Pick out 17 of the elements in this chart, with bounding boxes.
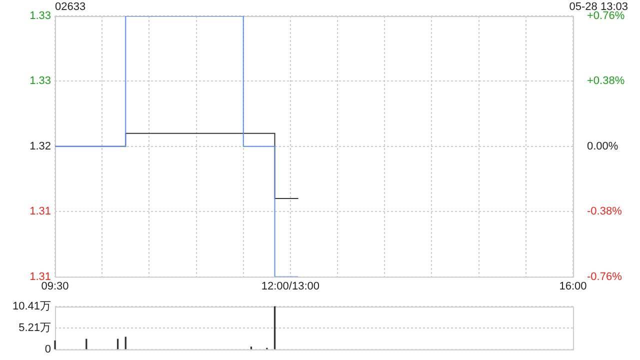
y2-tick-label: -0.76% xyxy=(587,270,622,283)
y2-tick-label: 0.00% xyxy=(587,140,618,152)
y-tick-label: 10.41万 xyxy=(12,300,51,313)
y2-tick-label: +0.38% xyxy=(587,75,625,88)
y-tick-label: 1.33 xyxy=(30,10,51,22)
y-tick-label: 1.33 xyxy=(30,75,51,88)
y-tick-label: 1.31 xyxy=(30,270,51,283)
y-tick-label: 0 xyxy=(44,343,51,356)
x-tick-label: 16:00 xyxy=(559,280,587,292)
y-tick-label: 1.32 xyxy=(30,140,51,152)
x-tick-label: 09:30 xyxy=(41,280,69,292)
y-tick-label: 1.31 xyxy=(30,206,51,218)
y2-tick-label: +0.76% xyxy=(587,10,625,22)
chart-title: 02633 xyxy=(55,1,86,13)
y2-tick-label: -0.38% xyxy=(587,206,622,218)
y-tick-label: 5.21万 xyxy=(18,322,51,334)
x-tick-label: 12:00/13:00 xyxy=(261,280,320,292)
